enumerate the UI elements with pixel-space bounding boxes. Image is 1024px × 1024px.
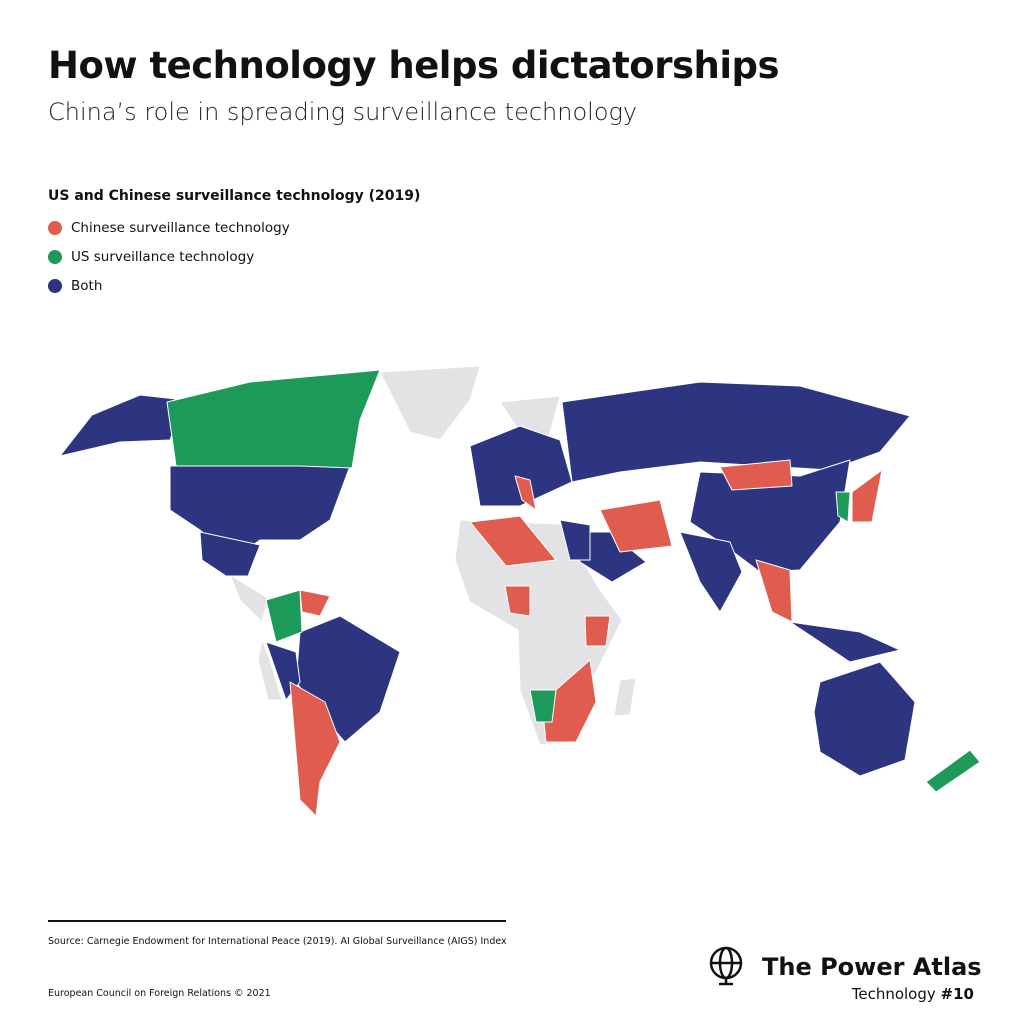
country	[529, 689, 557, 723]
country	[679, 531, 743, 613]
series: Technology #10	[852, 985, 974, 1003]
country	[265, 589, 303, 643]
country	[561, 381, 911, 483]
legend-item: Both	[48, 278, 102, 294]
legend-label: US surveillance technology	[71, 249, 255, 265]
country	[504, 585, 531, 617]
world-map	[59, 365, 981, 817]
legend-item: US surveillance technology	[48, 249, 254, 265]
country	[925, 749, 981, 793]
brand: The Power Atlas	[762, 953, 982, 981]
country	[584, 615, 611, 647]
brand-icon	[709, 946, 743, 986]
legend-swatch	[48, 279, 62, 293]
title: How technology helps dictatorships	[48, 44, 780, 87]
series-name: Technology	[851, 985, 936, 1003]
legend-label: Both	[71, 278, 103, 294]
country	[789, 621, 901, 663]
divider	[48, 920, 506, 922]
legend-label: Chinese surveillance technology	[71, 220, 290, 236]
country	[299, 589, 331, 617]
country	[559, 519, 591, 561]
country	[199, 531, 261, 577]
country	[755, 559, 793, 623]
country	[851, 469, 883, 523]
country	[813, 661, 916, 777]
country	[289, 681, 341, 817]
country	[59, 394, 186, 457]
legend-item: Chinese surveillance technology	[48, 220, 290, 236]
organization: European Council on Foreign Relations © …	[48, 988, 271, 999]
legend-swatch	[48, 221, 62, 235]
series-number: #10	[940, 985, 974, 1003]
country	[469, 515, 557, 567]
country	[599, 499, 673, 553]
source: Source: Carnegie Endowment for Internati…	[48, 936, 507, 947]
country	[835, 491, 851, 523]
country	[166, 369, 381, 469]
legend-title: US and Chinese surveillance technology (…	[48, 188, 421, 204]
country	[514, 475, 537, 511]
country	[719, 459, 793, 491]
subtitle: China’s role in spreading surveillance t…	[48, 98, 638, 126]
legend-swatch	[48, 250, 62, 264]
country	[541, 659, 597, 743]
